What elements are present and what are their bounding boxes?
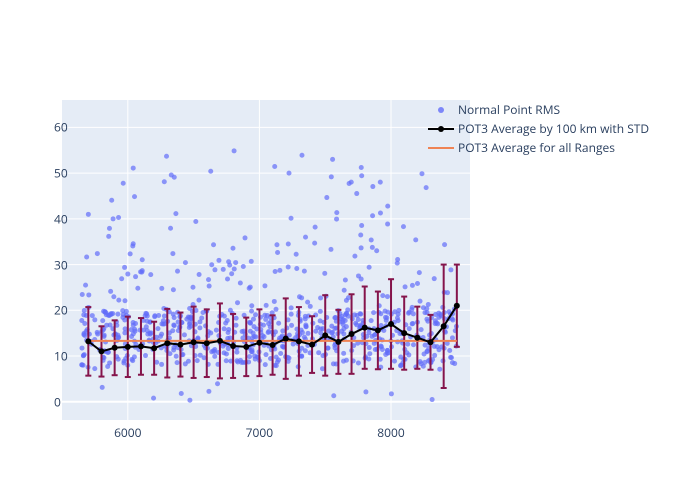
x-tick-label: 8000 — [377, 424, 404, 441]
legend-label: POT3 Average for all Ranges — [458, 139, 615, 156]
legend-label: Normal Point RMS — [458, 101, 560, 118]
legend-swatch — [426, 141, 456, 155]
legend-item[interactable]: Normal Point RMS — [426, 100, 649, 119]
chart-container: Normal Point RMS POT3 Average by 100 km w… — [0, 0, 700, 500]
x-tick-label: 7000 — [246, 424, 273, 441]
legend-swatch — [426, 103, 456, 117]
x-tick-label: 6000 — [114, 424, 141, 441]
plot-svg — [0, 0, 700, 500]
legend[interactable]: Normal Point RMS POT3 Average by 100 km w… — [426, 100, 649, 157]
legend-item[interactable]: POT3 Average for all Ranges — [426, 138, 649, 157]
legend-label: POT3 Average by 100 km with STD — [458, 120, 649, 137]
legend-item[interactable]: POT3 Average by 100 km with STD — [426, 119, 649, 138]
legend-swatch — [426, 122, 456, 136]
